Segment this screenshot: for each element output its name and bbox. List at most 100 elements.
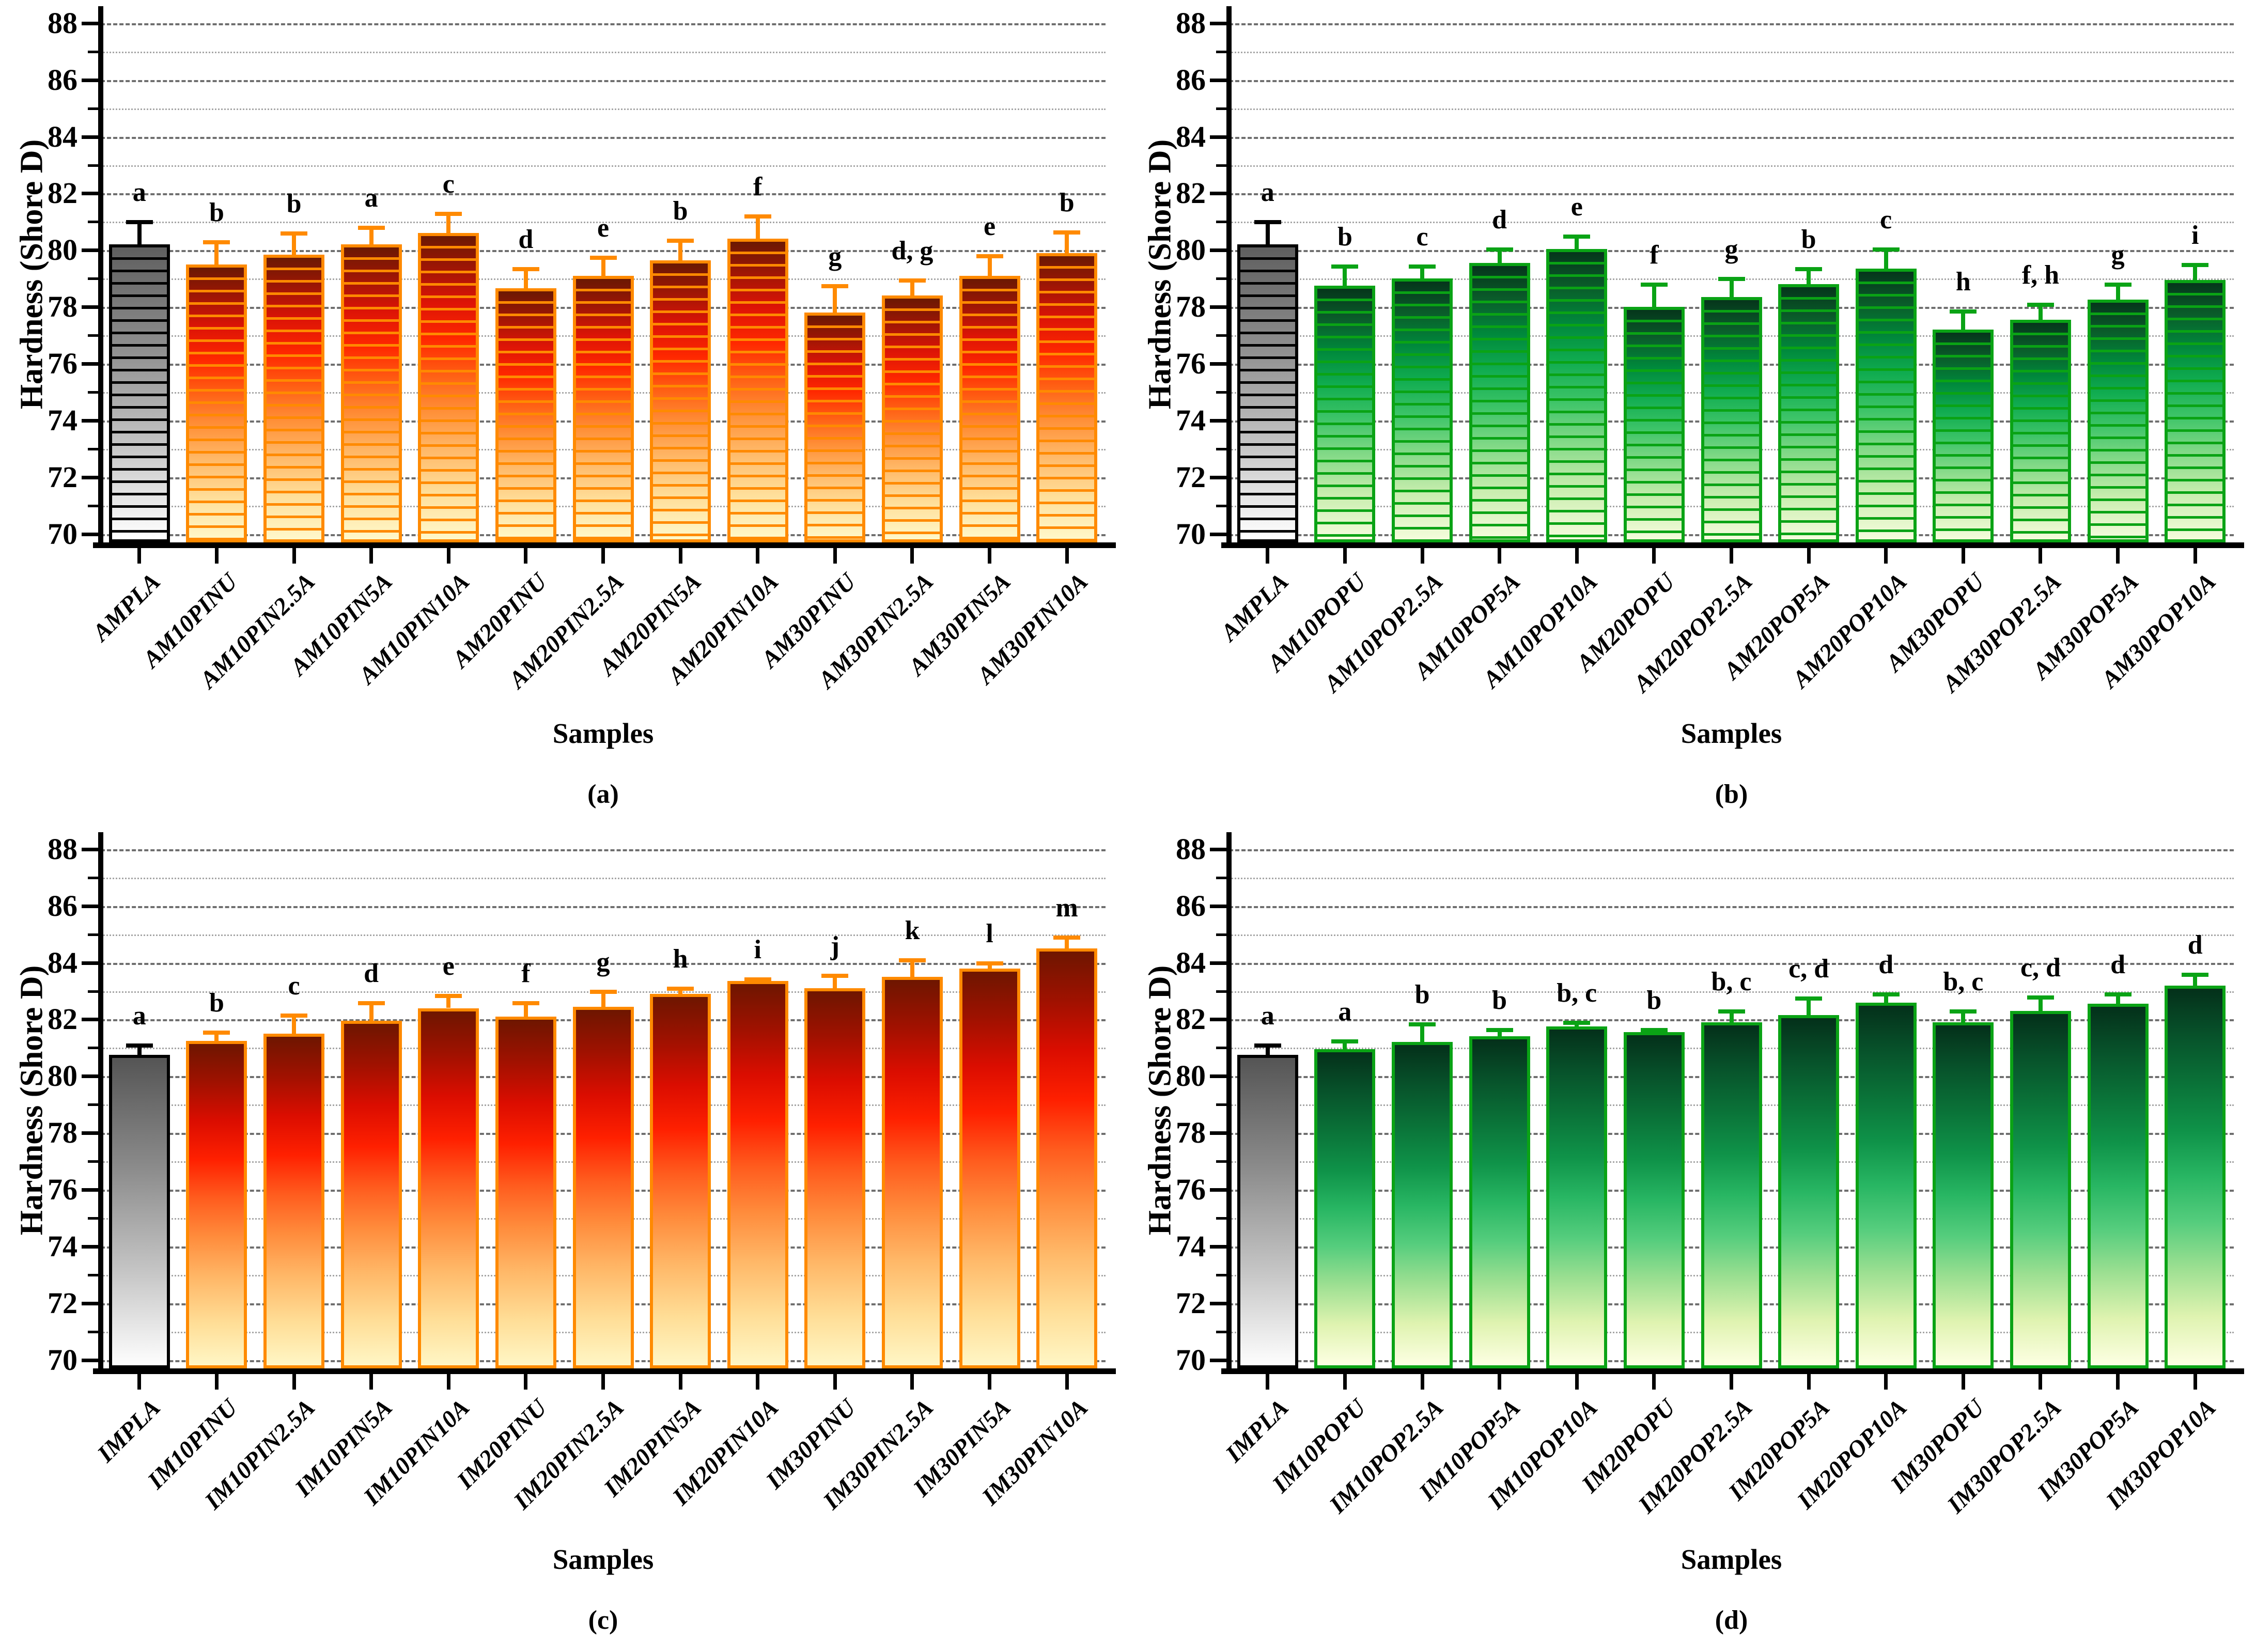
error-bar-stem-AM30POP5A: [2115, 284, 2120, 300]
error-bar-stem-IM30POP5A: [2115, 994, 2120, 1004]
bar-IMPLA: [1237, 1055, 1298, 1368]
significance-letter-IM10PIN2.5A: c: [288, 971, 300, 1001]
x-tick-AM10POP5A: [1498, 548, 1502, 564]
y-minor-tick-75: [88, 1217, 98, 1220]
y-tick-label-70: 70: [48, 517, 77, 551]
panel-caption-d: (d): [1715, 1606, 1748, 1635]
bar-AM10POP10A: [1546, 248, 1608, 542]
error-bar-cap-IMPLA: [126, 1043, 153, 1048]
error-bar-stem-AM30PIN2.5A: [910, 279, 914, 296]
y-minor-tick-71: [88, 504, 98, 507]
x-tick-AM20PIN10A: [756, 548, 760, 564]
y-major-tick-74: [82, 418, 98, 423]
y-tick-label-84: 84: [1176, 119, 1206, 153]
bar-IM20PIN2.5A: [572, 1006, 634, 1368]
x-tick-IM20POPU: [1652, 1374, 1656, 1390]
gridline-84: [1229, 136, 2234, 139]
error-bar-cap-IM30PIN2.5A: [898, 958, 926, 963]
x-tick-AM30POP10A: [2193, 548, 2197, 564]
gridline-88: [101, 849, 1106, 851]
x-tick-AM30PIN5A: [988, 548, 992, 564]
significance-letter-AM20POP10A: c: [1880, 205, 1892, 235]
y-major-tick-72: [82, 475, 98, 479]
y-tick-label-80: 80: [1176, 233, 1206, 267]
y-major-tick-84: [1210, 135, 1226, 139]
y-major-tick-76: [82, 362, 98, 366]
y-tick-label-74: 74: [1176, 403, 1206, 437]
gridline-87: [1229, 877, 2234, 879]
y-major-tick-70: [82, 532, 98, 536]
error-bar-stem-AM30POP10A: [2193, 264, 2198, 280]
error-bar-cap-AM10POPU: [1331, 264, 1359, 269]
significance-letter-AM10POP10A: e: [1570, 192, 1583, 222]
error-bar-cap-AM20PIN2.5A: [589, 256, 617, 260]
error-bar-cap-AM10PIN5A: [357, 226, 385, 230]
y-major-tick-88: [82, 847, 98, 851]
error-bar-stem-AM10PINU: [214, 241, 219, 264]
error-bar-cap-AM20PIN10A: [744, 214, 771, 219]
significance-letter-AM30POP10A: i: [2191, 220, 2199, 250]
gridline-84: [101, 136, 1106, 139]
x-tick-AM10PINU: [214, 548, 219, 564]
y-tick-label-86: 86: [48, 63, 77, 97]
error-bar-cap-IMPLA: [1254, 1043, 1281, 1048]
bar-AM10PIN2.5A: [263, 254, 325, 542]
x-tick-IM20POP2.5A: [1730, 1374, 1733, 1390]
bar-AM20POPU: [1623, 307, 1685, 542]
y-major-tick-88: [82, 21, 98, 25]
error-bar-cap-AM30PINU: [821, 284, 849, 288]
error-bar-stem-IM10PIN10A: [446, 995, 451, 1008]
bar-AM20POP10A: [1855, 269, 1917, 542]
error-bar-cap-AM20PINU: [512, 267, 539, 272]
error-bar-cap-IM30PIN10A: [1053, 936, 1081, 940]
bar-AM30PIN10A: [1036, 253, 1098, 542]
bar-IM30PIN10A: [1036, 948, 1098, 1368]
error-bar-cap-IM10PIN10A: [435, 993, 462, 998]
y-tick-label-80: 80: [1176, 1059, 1206, 1093]
y-minor-tick-81: [88, 1047, 98, 1050]
bar-AM30POPU: [1933, 330, 1994, 542]
y-major-tick-70: [1210, 532, 1226, 536]
gridline-80: [101, 250, 1106, 253]
x-axis-spine: [93, 542, 1116, 548]
x-tick-label-IMPLA: IMPLA: [92, 1394, 166, 1468]
bar-AM20PINU: [495, 288, 556, 542]
error-bar-stem-IM20PIN5A: [678, 988, 683, 994]
y-major-tick-76: [1210, 362, 1226, 366]
x-axis-title: Samples: [552, 1544, 654, 1575]
x-tick-AM10PIN2.5A: [292, 548, 296, 564]
significance-letter-AM10POP5A: d: [1492, 205, 1507, 235]
error-bar-cap-IM20PIN10A: [744, 977, 771, 981]
error-bar-stem-IM10POP5A: [1497, 1029, 1502, 1037]
y-tick-label-78: 78: [1176, 290, 1206, 324]
significance-letter-IM20POP5A: c, d: [1788, 954, 1829, 984]
significance-letter-AM10PINU: b: [209, 197, 224, 227]
error-bar-cap-AM30PIN10A: [1053, 230, 1081, 235]
significance-letter-AM30PIN5A: e: [984, 212, 996, 242]
error-bar-cap-IM20PINU: [512, 1001, 539, 1005]
y-tick-label-76: 76: [48, 1173, 77, 1206]
bar-AM10POPU: [1314, 285, 1376, 542]
y-minor-tick-87: [88, 876, 98, 879]
error-bar-cap-AMPLA: [1254, 220, 1281, 225]
x-tick-IM20PIN10A: [756, 1374, 760, 1390]
y-major-tick-80: [82, 248, 98, 253]
y-major-tick-78: [1210, 305, 1226, 309]
y-major-tick-88: [1210, 21, 1226, 25]
y-major-tick-72: [1210, 475, 1226, 479]
y-major-tick-86: [82, 904, 98, 908]
error-bar-stem-AM10PIN2.5A: [292, 233, 297, 255]
error-bar-stem-AM20POP5A: [1807, 269, 1811, 285]
bar-IM10PIN2.5A: [263, 1033, 325, 1368]
error-bar-cap-IM10PIN5A: [357, 1001, 385, 1005]
error-bar-cap-AM20POP10A: [1872, 247, 1900, 252]
panel-c-im-pin-hardness-chart: 70 72 74 76 78 80 82 84 86 88 Hardness (Shore D) a I…: [0, 826, 1128, 1652]
y-minor-tick-79: [88, 277, 98, 280]
y-minor-tick-73: [1216, 1273, 1226, 1276]
significance-letter-AM30PINU: g: [828, 241, 842, 271]
gridline-87: [101, 51, 1106, 53]
y-tick-label-86: 86: [1176, 63, 1206, 97]
significance-letter-AM10PIN5A: a: [364, 183, 378, 213]
x-tick-IM10PIN2.5A: [292, 1374, 296, 1390]
y-major-tick-82: [1210, 192, 1226, 196]
